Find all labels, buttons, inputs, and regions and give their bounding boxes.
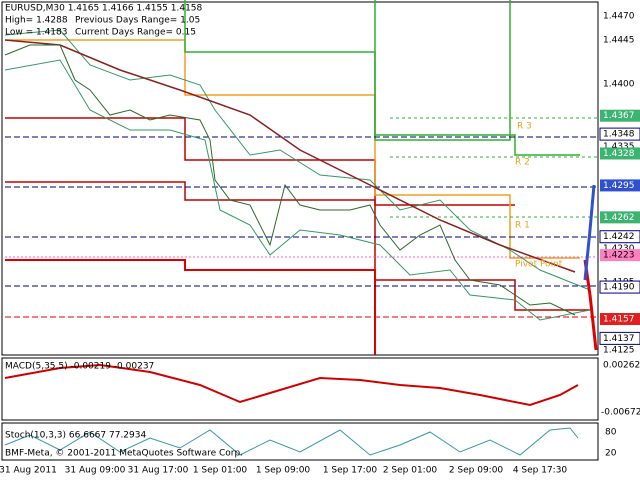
support-line [5,117,515,206]
macd-axis-label: 0.00262 [603,361,640,371]
stoch-axis-label: 80 [605,428,617,438]
stoch-line [4,427,579,456]
axes: 1.4470 1.4445 1.4400 1.4367 1.4348 1.43351.43… [0,12,640,476]
macd-signal [4,363,579,407]
price-axis-label: 1.4445 [603,36,635,46]
price-tag [600,249,640,262]
time-axis-label: 31 Aug 17:00 [128,466,189,476]
price-tag [600,179,640,192]
time-axis-label: 4 Sep 17:30 [513,466,568,476]
support-line [5,181,590,311]
bollinger-lower [4,59,591,321]
bollinger-upper [4,29,591,291]
time-axis-label: 31 Aug 09:00 [65,466,126,476]
moving-average [4,39,576,273]
stoch-window: Stoch(10,3,3) 66.6667 77.2934 BMF-Meta, … [1,422,617,461]
stoch-frame [1,422,599,461]
price-axis-label: 1.4335 [603,142,635,152]
price-tag [599,280,640,294]
price-axis-label: 1.4262 [603,213,635,223]
price-axis-label: 1.4137 [603,334,635,344]
time-axis-label: 1 Sep 17:00 [323,466,378,476]
copyright: BMF-Meta, © 2001-2011 MetaQuotes Softwar… [5,449,243,459]
price-axis-label: 1.4400 [603,79,635,89]
macd-window: MACD(5,35,5) -0.00219 -0.00237 0.00262 -… [1,357,640,421]
price-tag [599,230,640,244]
macd-label: MACD(5,35,5) -0.00219 -0.00237 [5,362,154,372]
time-axis-label: 1 Sep 09:00 [256,466,311,476]
price-tag [600,211,640,224]
red-level [5,259,376,355]
price-axis-label: 1.4223 [603,251,635,261]
level-label: Pivot Point [515,260,563,270]
price-axis-label: 1.4157 [603,315,635,325]
price-window [1,0,599,356]
price-axis-label: 1.4125 [603,345,635,355]
price-tag [599,127,640,141]
time-axis-label: 1 Sep 01:00 [193,466,248,476]
price-line [4,44,576,316]
header-prev-range: Previous Days Range= 1.05 [75,16,200,26]
price-axis-label: 1.4295 [603,181,635,191]
price-tag [599,331,640,345]
time-axis-label: 31 Aug 2011 [0,466,57,476]
price-tag [600,147,640,160]
price-tag [600,313,640,326]
price-axis-label: 1.4190 [603,283,635,293]
resistance-line [374,0,511,141]
macd-axis-label: -0.00672 [601,408,640,418]
price-axis-label: 1.4230 [603,244,635,254]
stoch-axis-label: 20 [605,449,617,459]
header-low: Low = 1.4183 [5,28,67,38]
header-line: EURUSD,M30 1.4165 1.4166 1.4155 1.4158 [5,4,203,14]
price-axis-label: 1.4242 [603,232,635,242]
level-label: R 2 [515,158,530,168]
price-axis-label: 1.4470 [603,12,635,22]
price-axis-label: 1.4348 [603,130,635,140]
level-label: R 1 [515,221,530,231]
header-high: High= 1.4288 [5,16,68,26]
header-cur-range: Current Days Range= 0.15 [75,28,196,38]
price-frame [1,1,599,356]
up-arrow [583,184,596,281]
time-axis-label: 2 Sep 01:00 [383,466,438,476]
price-axis-label: 1.4367 [603,111,635,121]
stoch-label: Stoch(10,3,3) 66.6667 77.2934 [5,431,146,441]
macd-frame [1,357,599,421]
time-axis-label: 2 Sep 09:00 [449,466,504,476]
price-tag [600,109,640,122]
level-label: R 3 [517,122,532,132]
price-axis-label: 1.4328 [603,149,635,159]
